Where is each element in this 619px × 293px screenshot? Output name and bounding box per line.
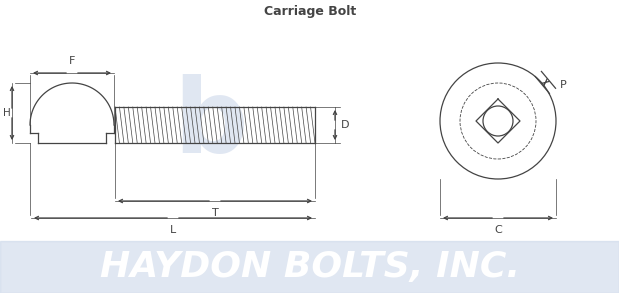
Text: D: D [341,120,350,130]
Text: b: b [173,74,247,176]
Text: HAYDON BOLTS, INC.: HAYDON BOLTS, INC. [100,250,520,284]
Text: C: C [494,225,502,235]
Text: T: T [212,208,219,218]
Text: H: H [3,108,11,118]
Text: Carriage Bolt: Carriage Bolt [264,4,356,18]
Text: L: L [170,225,176,235]
Text: F: F [69,56,75,66]
Bar [0,241,619,293]
Text: P: P [560,80,566,90]
